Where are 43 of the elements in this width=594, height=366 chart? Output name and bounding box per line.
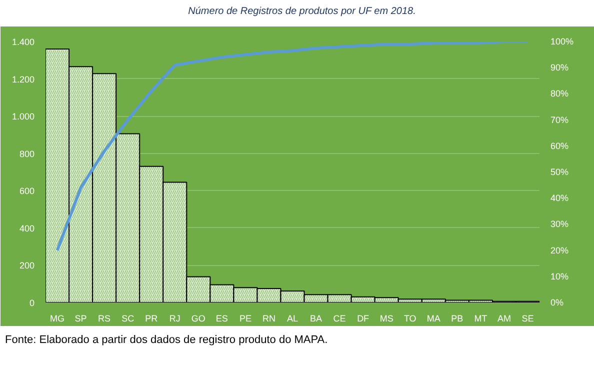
y2-tick-label: 10% bbox=[550, 272, 569, 282]
x-tick-label: MS bbox=[380, 314, 394, 324]
y-tick-label: 1.000 bbox=[12, 112, 35, 122]
x-tick-label: SP bbox=[74, 314, 87, 324]
x-tick-label: BA bbox=[310, 314, 322, 324]
x-tick-label: PR bbox=[145, 314, 158, 324]
y2-tick-label: 70% bbox=[550, 115, 569, 126]
y-tick-label: 600 bbox=[19, 186, 35, 196]
y-tick-label: 1.400 bbox=[12, 37, 35, 48]
y-tick-label: 0 bbox=[29, 298, 35, 308]
y-tick-label: 1.200 bbox=[12, 74, 35, 85]
x-tick-label: ES bbox=[216, 314, 228, 324]
chart-title: Número de Registros de produtos por UF em 2018. bbox=[188, 5, 416, 19]
source-note: Fonte: Elaborado a partir dos dados de registro produto do MAPA. bbox=[5, 333, 328, 348]
line-series bbox=[56, 42, 530, 252]
x-tick-label: TO bbox=[404, 314, 416, 324]
x-tick-label: AM bbox=[497, 314, 511, 324]
x-tick-label: PB bbox=[451, 314, 464, 324]
x-tick-label: AL bbox=[286, 314, 298, 324]
y2-tick-label: 100% bbox=[550, 36, 574, 47]
y2-tick-label: 80% bbox=[550, 88, 569, 99]
y2-tick-label: 50% bbox=[550, 167, 569, 178]
x-tick-label: RJ bbox=[169, 314, 180, 324]
x-tick-label: RS bbox=[98, 314, 111, 324]
x-tick-label: MG bbox=[50, 314, 65, 324]
x-tick-label: PE bbox=[239, 314, 252, 324]
x-tick-label: SE bbox=[522, 314, 534, 324]
y2-tick-label: 60% bbox=[550, 141, 569, 152]
y2-tick-label: 90% bbox=[550, 62, 569, 73]
y-tick-label: 400 bbox=[19, 224, 35, 234]
x-tick-label: MT bbox=[474, 314, 488, 324]
x-tick-label: GO bbox=[191, 314, 206, 324]
y2-tick-label: 30% bbox=[550, 219, 569, 230]
x-tick-label: SC bbox=[122, 314, 135, 324]
y-tick-label: 200 bbox=[19, 260, 35, 271]
y2-tick-label: 20% bbox=[550, 246, 569, 256]
y-tick-label: 800 bbox=[19, 149, 35, 160]
x-tick-label: DF bbox=[357, 314, 370, 324]
y2-tick-label: 0% bbox=[550, 298, 564, 308]
y2-tick-label: 40% bbox=[550, 193, 569, 204]
x-tick-label: RN bbox=[262, 314, 276, 324]
x-tick-label: CE bbox=[333, 314, 346, 324]
x-tick-label: MA bbox=[426, 314, 440, 324]
